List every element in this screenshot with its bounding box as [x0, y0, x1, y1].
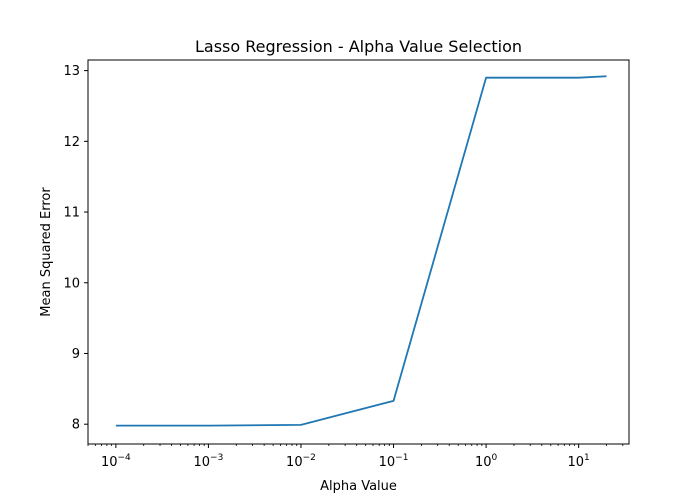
- y-tick-label: 12: [63, 135, 80, 150]
- x-axis-ticks: 10−4 10−3 10−2 10−1 100 101: [87, 444, 624, 470]
- axes-frame: [87, 59, 630, 445]
- y-axis-label: Mean Squared Error: [39, 187, 54, 317]
- x-tick-label: 10−2: [286, 453, 316, 470]
- y-tick-label: 8: [72, 418, 80, 433]
- y-tick-label: 11: [63, 206, 80, 221]
- plot-area: 10−4 10−3 10−2 10−1 100 101 8 9 10 11 12 13: [63, 59, 630, 470]
- series-line: [115, 75, 607, 427]
- chart-title: Lasso Regression - Alpha Value Selection: [195, 37, 522, 56]
- y-tick-label: 9: [72, 347, 80, 362]
- x-axis-label: Alpha Value: [320, 479, 397, 494]
- x-tick-label: 10−4: [101, 453, 131, 470]
- y-axis-ticks: 8 9 10 11 12 13: [63, 64, 88, 433]
- x-tick-label: 10−1: [379, 453, 409, 470]
- y-tick-label: 10: [63, 276, 80, 291]
- x-tick-label: 10−3: [194, 453, 224, 470]
- y-tick-label: 13: [63, 64, 80, 79]
- x-tick-label: 101: [568, 453, 590, 470]
- x-tick-label: 100: [475, 453, 498, 470]
